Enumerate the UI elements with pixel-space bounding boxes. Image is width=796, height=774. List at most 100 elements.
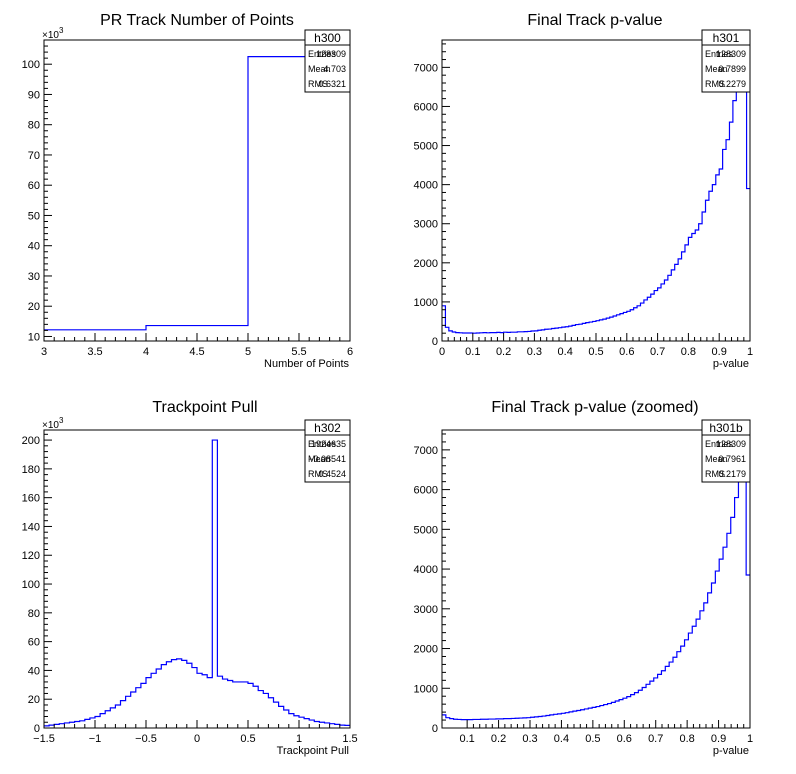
y-tick-label: 0 <box>34 723 40 735</box>
y-tick-label: 7000 <box>414 62 438 74</box>
plot-frame <box>43 39 351 342</box>
y-tick-label: 6000 <box>414 101 438 113</box>
x-tick-label: 4.5 <box>189 346 204 358</box>
x-tick-label: 0.4 <box>558 346 573 358</box>
y-tick-label: 7000 <box>414 445 438 457</box>
x-tick-label: 3 <box>41 346 47 358</box>
stats-value: 0.7961 <box>718 454 746 464</box>
y-axis-multiplier: ×103 <box>42 416 64 431</box>
chart-title: Final Track p-value (zoomed) <box>491 399 698 416</box>
y-tick-label: 4000 <box>414 180 438 192</box>
histogram-panel-2: Final Track p-value 0 0.1 0.2 0.3 0.4 0.5 0.6 0.… <box>414 12 754 370</box>
histogram-line <box>44 439 350 727</box>
histogram-panel-4: Final Track p-value (zoomed) 0.1 0.2 0.3 0.4… <box>414 399 754 757</box>
histogram-line <box>442 437 750 721</box>
histogram-line <box>442 39 750 334</box>
y-tick-label: 0 <box>432 723 438 735</box>
y-axis: 0 1000 2000 3000 4000 5000 6000 7000 <box>414 433 450 735</box>
x-tick-label: 0.6 <box>617 733 632 745</box>
y-tick-label: 20 <box>28 301 40 313</box>
stats-value: 1924635 <box>311 439 346 449</box>
y-tick-label: 50 <box>28 210 40 222</box>
y-tick-label: 3000 <box>414 604 438 616</box>
stats-label: Entries <box>308 439 337 449</box>
y-tick-label: 40 <box>28 241 40 253</box>
x-tick-label: 1.5 <box>342 733 357 745</box>
y-tick-label: 80 <box>28 120 40 132</box>
x-tick-label: 0.1 <box>459 733 474 745</box>
y-axis-multiplier: ×103 <box>42 26 64 41</box>
stats-value: 0.2179 <box>718 469 746 479</box>
y-tick-label: 160 <box>22 493 40 505</box>
chart-title: Trackpoint Pull <box>152 399 257 416</box>
x-tick-label: 0.7 <box>648 733 663 745</box>
x-tick-label: 0.2 <box>496 346 511 358</box>
x-axis-label: Trackpoint Pull <box>277 745 349 757</box>
y-tick-label: 5000 <box>414 141 438 153</box>
plot-frame <box>43 429 351 729</box>
x-tick-label: 0.9 <box>711 733 726 745</box>
stats-label: Mean <box>308 64 331 74</box>
y-tick-label: 4000 <box>414 564 438 576</box>
y-tick-label: 120 <box>22 550 40 562</box>
y-tick-label: 100 <box>22 59 40 71</box>
x-tick-label: 0.5 <box>240 733 255 745</box>
histogram-line <box>44 56 350 331</box>
x-tick-label: 4 <box>143 346 149 358</box>
y-tick-label: 30 <box>28 271 40 283</box>
y-tick-label: 5000 <box>414 524 438 536</box>
y-axis: 10 20 30 40 50 60 70 80 90 100 <box>22 39 52 343</box>
stats-label: RMS <box>705 79 725 89</box>
x-tick-label: 3.5 <box>87 346 102 358</box>
x-tick-label: 0.5 <box>588 346 603 358</box>
x-tick-label: 0.1 <box>465 346 480 358</box>
x-tick-label: 0.4 <box>554 733 569 745</box>
y-tick-label: 40 <box>28 665 40 677</box>
x-tick-label: −1.5 <box>33 733 55 745</box>
x-tick-label: 0.8 <box>679 733 694 745</box>
stats-label: Entries <box>308 49 337 59</box>
stats-label: RMS <box>308 469 328 479</box>
x-axis-label: p-value <box>713 358 749 370</box>
stats-value: 0.6321 <box>318 79 346 89</box>
y-tick-label: 1000 <box>414 683 438 695</box>
y-tick-label: 70 <box>28 150 40 162</box>
x-tick-label: 0 <box>439 346 445 358</box>
x-tick-label: 0.2 <box>491 733 506 745</box>
x-axis-label: Number of Points <box>264 358 349 370</box>
stats-value: 128309 <box>716 439 746 449</box>
stats-box-frame <box>701 29 751 93</box>
y-multiplier-exponent: 3 <box>59 26 64 35</box>
y-multiplier-base: ×10 <box>42 420 59 431</box>
chart-title: PR Track Number of Points <box>100 12 294 29</box>
plot-frame <box>441 429 751 729</box>
x-tick-label: 0.6 <box>619 346 634 358</box>
x-axis: 3 3.5 4 4.5 5 5.5 6 <box>41 333 353 358</box>
stats-label: RMS <box>308 79 328 89</box>
x-tick-label: 1 <box>296 733 302 745</box>
y-tick-label: 2000 <box>414 644 438 656</box>
stats-value: 0.7899 <box>718 64 746 74</box>
x-tick-label: −0.5 <box>135 733 157 745</box>
stats-value: 128309 <box>316 49 346 59</box>
stats-histogram-name: h301b <box>709 421 743 435</box>
x-tick-label: 0 <box>194 733 200 745</box>
x-tick-label: 6 <box>347 346 353 358</box>
y-tick-label: 2000 <box>414 258 438 270</box>
stats-label: Entries <box>705 439 734 449</box>
stats-label: RMS <box>705 469 725 479</box>
y-multiplier-exponent: 3 <box>59 416 64 425</box>
y-tick-label: 200 <box>22 435 40 447</box>
chart-title: Final Track p-value <box>527 12 662 29</box>
y-tick-label: 90 <box>28 89 40 101</box>
x-axis: −1.5 −1 −0.5 0 0.5 1 1.5 <box>33 720 358 745</box>
y-tick-label: 1000 <box>414 297 438 309</box>
x-tick-label: 1 <box>747 733 753 745</box>
y-tick-label: 60 <box>28 180 40 192</box>
stats-label: Entries <box>705 49 734 59</box>
y-tick-label: 180 <box>22 464 40 476</box>
